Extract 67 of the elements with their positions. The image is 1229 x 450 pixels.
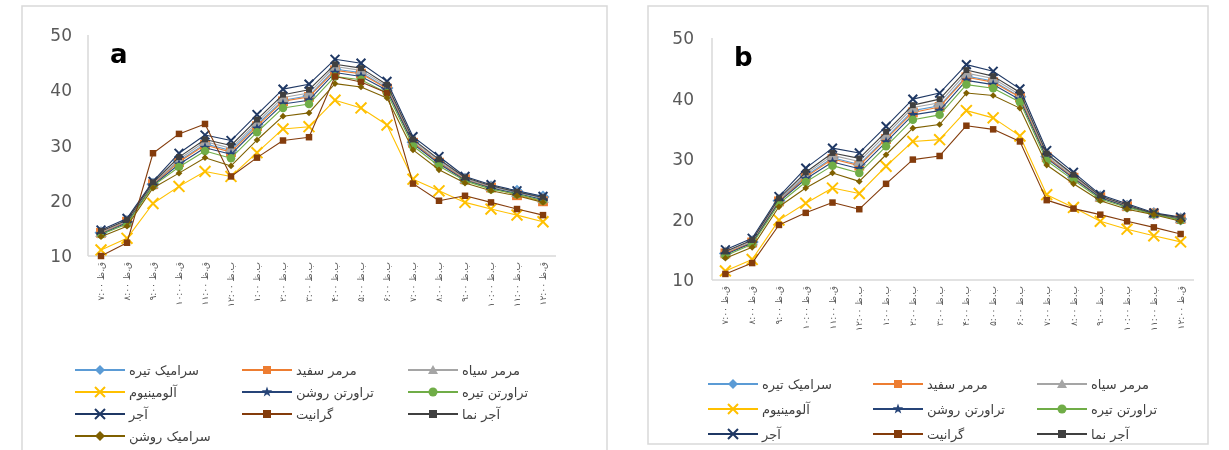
legend-label: مرمر سیاه — [1091, 377, 1149, 393]
legend-label: آجر — [761, 426, 783, 443]
legend-label: سرامیک روشن — [129, 429, 211, 445]
y-tick-label: 40 — [50, 80, 72, 101]
legend-label: آلومینیوم — [129, 384, 179, 401]
y-tick-label: 40 — [672, 88, 694, 109]
legend-label: تراورتن روشن — [296, 385, 375, 401]
x-tick-label: ۵:۰۰ ب.ظ — [356, 262, 366, 303]
x-tick-label: ۷:۰۰ ب.ظ — [408, 262, 418, 303]
x-tick-label: ۲:۰۰ ب.ظ — [907, 286, 918, 327]
legend-label: گرانیت — [927, 427, 966, 443]
legend-label: آجر — [128, 406, 150, 423]
x-tick-label: ۸:۰۰ ق.ظ — [122, 261, 132, 301]
x-tick-label: ۹:۰۰ ب.ظ — [1095, 286, 1106, 327]
x-tick-label: ۱۰:۰۰ ب.ظ — [1122, 286, 1133, 331]
y-tick-label: 10 — [672, 270, 694, 290]
x-tick-label: ۱:۰۰ ب.ظ — [881, 286, 892, 327]
x-tick-label: ۴:۰۰ ب.ظ — [961, 286, 972, 327]
legend-label: مرمر سیاه — [462, 363, 520, 379]
x-tick-label: ۶:۰۰ ب.ظ — [382, 262, 392, 303]
x-tick-label: ۱۰:۰۰ ق.ظ — [174, 261, 184, 306]
x-tick-label: ۸:۰۰ ب.ظ — [434, 262, 444, 303]
legend-label: مرمر سفید — [927, 377, 988, 393]
legend-label: مرمر سفید — [296, 363, 357, 379]
legend-label: آجر نما — [462, 406, 502, 423]
chart-title: a — [110, 39, 128, 69]
x-tick-label: ۹:۰۰ ق.ظ — [773, 285, 784, 325]
y-tick-label: 50 — [672, 28, 694, 48]
y-tick-label: 50 — [50, 25, 72, 45]
legend-label: تراورتن تیره — [462, 385, 529, 401]
x-tick-label: ۱۱:۰۰ ب.ظ — [512, 262, 522, 307]
y-tick-label: 10 — [50, 246, 72, 266]
x-tick-label: ۱۲:۰۰ ب.ظ — [854, 286, 865, 331]
x-tick-label: ۱۲:۰۰ ب.ظ — [226, 262, 236, 307]
x-tick-label: ۲:۰۰ ب.ظ — [278, 262, 288, 303]
x-tick-label: ۱۱:۰۰ ق.ظ — [200, 261, 210, 306]
x-tick-label: ۳:۰۰ ب.ظ — [934, 286, 945, 327]
x-tick-label: ۷:۰۰ ق.ظ — [96, 261, 106, 301]
x-tick-label: ۱۲:۰۰ ق.ظ — [538, 261, 548, 306]
legend-label: آلومینیوم — [762, 401, 812, 418]
chart-title: b — [734, 42, 753, 72]
x-tick-label: ۱۱:۰۰ ق.ظ — [827, 285, 838, 330]
legend-label: سرامیک تیره — [762, 377, 832, 393]
x-tick-label: ۸:۰۰ ب.ظ — [1068, 286, 1079, 327]
x-tick-label: ۹:۰۰ ق.ظ — [148, 261, 158, 301]
x-tick-label: ۵:۰۰ ب.ظ — [988, 286, 999, 327]
legend-label: سرامیک تیره — [129, 363, 199, 379]
x-tick-label: ۸:۰۰ ق.ظ — [747, 285, 758, 325]
x-tick-label: ۴:۰۰ ب.ظ — [330, 262, 340, 303]
x-tick-label: ۷:۰۰ ب.ظ — [1041, 286, 1052, 327]
legend-label: تراورتن تیره — [1091, 402, 1158, 418]
y-tick-label: 20 — [672, 209, 694, 230]
x-tick-label: ۳:۰۰ ب.ظ — [304, 262, 314, 303]
x-tick-label: ۹:۰۰ ب.ظ — [460, 262, 470, 303]
legend-label: تراورتن روشن — [927, 402, 1006, 418]
y-tick-label: 20 — [50, 190, 72, 211]
legend-label: گرانیت — [296, 407, 335, 423]
x-tick-label: ۱۲:۰۰ ق.ظ — [1175, 285, 1186, 330]
x-tick-label: ۱۰:۰۰ ب.ظ — [486, 262, 496, 307]
x-tick-label: ۶:۰۰ ب.ظ — [1014, 286, 1025, 327]
x-tick-label: ۱۱:۰۰ ب.ظ — [1148, 286, 1159, 331]
y-tick-label: 30 — [50, 135, 72, 156]
y-tick-label: 30 — [672, 149, 694, 169]
legend-label: آجر نما — [1091, 426, 1131, 443]
x-tick-label: ۱۰:۰۰ ق.ظ — [800, 285, 811, 330]
x-tick-label: ۱:۰۰ ب.ظ — [252, 262, 262, 303]
x-tick-label: ۷:۰۰ ق.ظ — [720, 285, 731, 325]
